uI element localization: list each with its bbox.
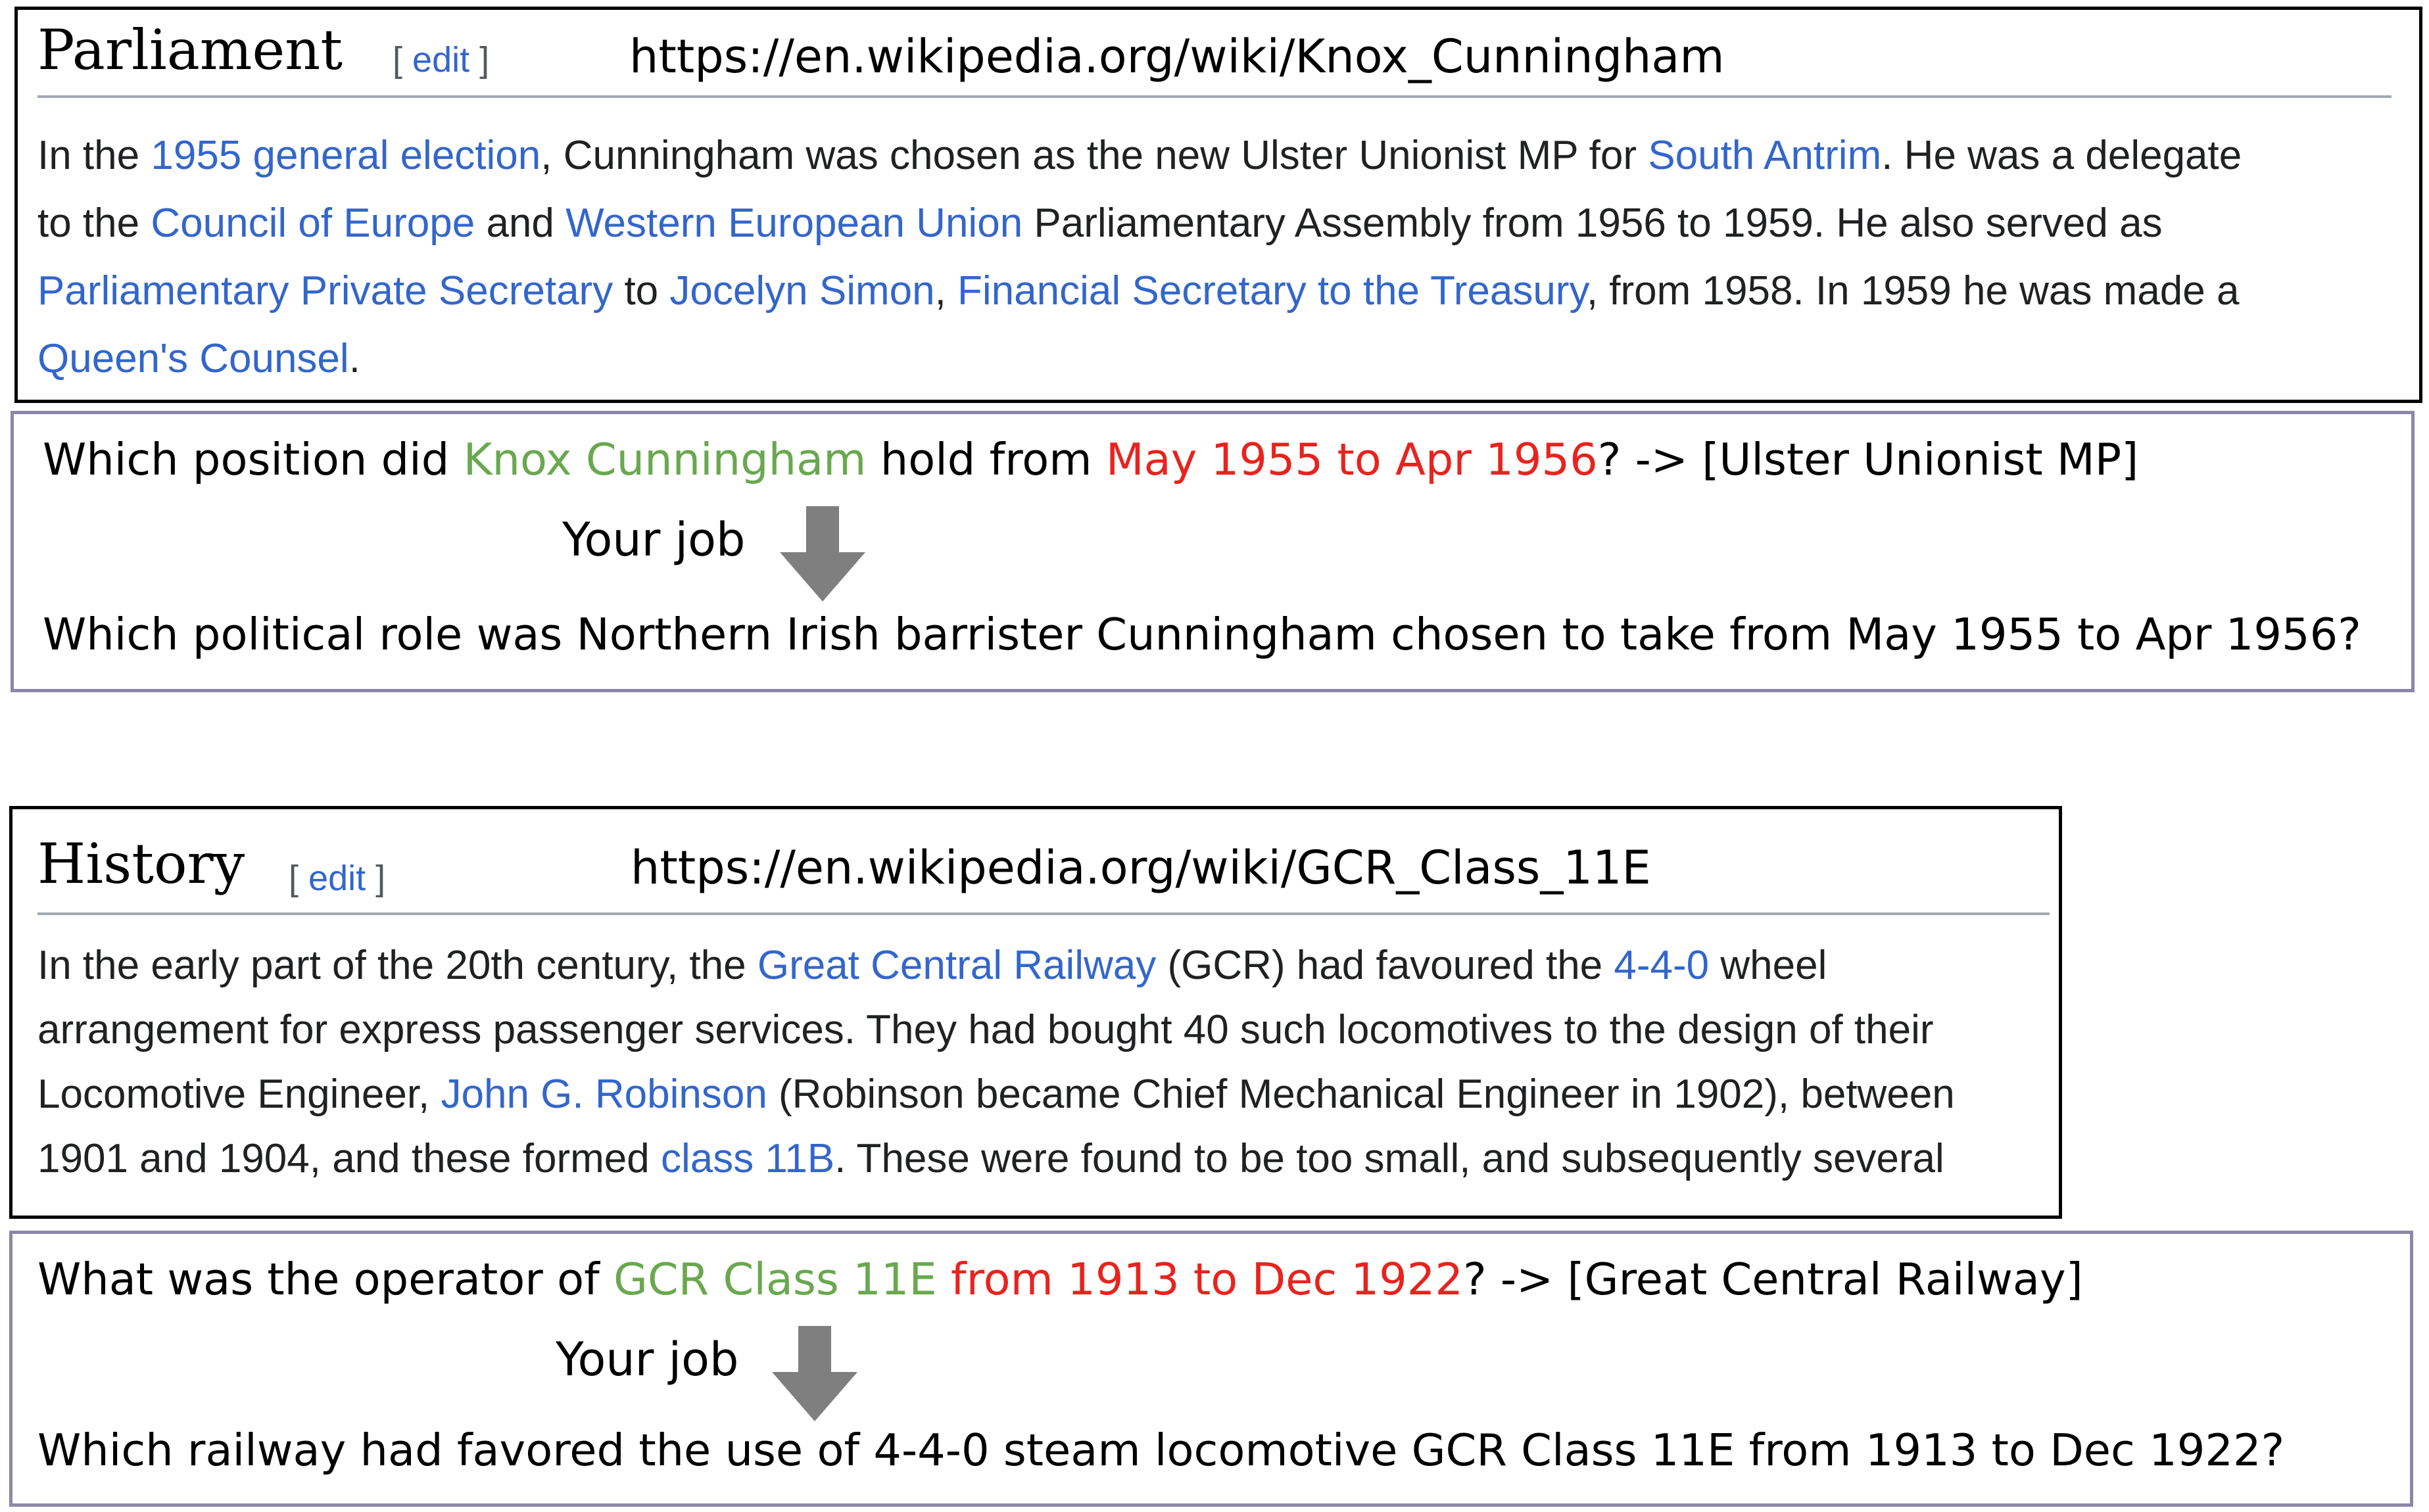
wiki-link[interactable]: Council of Europe — [151, 201, 475, 246]
question-text — [937, 1254, 951, 1305]
passage-text: , from 1958. In 1959 he was made a — [1586, 268, 2240, 314]
passage-text: to the — [37, 201, 151, 246]
original-question: Which position did Knox Cunningham hold … — [43, 434, 2138, 485]
wiki-link[interactable]: South Antrim — [1648, 133, 1882, 178]
passage-line: to the Council of Europe and Western Eur… — [37, 200, 2163, 247]
down-arrow-icon — [772, 1326, 857, 1421]
wiki-link[interactable]: Western European Union — [565, 201, 1023, 246]
passage-line: 1901 and 1904, and these formed class 11… — [37, 1135, 1944, 1182]
wiki-link[interactable]: Great Central Railway — [757, 943, 1157, 988]
passage-text: . He was a delegate — [1881, 133, 2242, 178]
article-url: https://en.wikipedia.org/wiki/GCR_Class_… — [631, 841, 1651, 895]
passage-text: , — [934, 268, 958, 314]
passage-line: Queen's Counsel. — [37, 335, 360, 382]
passage-text: (Robinson became Chief Mechanical Engine… — [767, 1072, 1955, 1117]
passage-line: In the early part of the 20th century, t… — [37, 942, 1827, 989]
passage-text: . — [349, 336, 360, 381]
original-question: What was the operator of GCR Class 11E f… — [37, 1254, 2083, 1305]
section-title: Parliament — [37, 18, 343, 82]
passage-line: Locomotive Engineer, John G. Robinson (R… — [37, 1071, 1955, 1118]
passage-text: In the early part of the 20th century, t… — [37, 943, 758, 988]
wiki-link[interactable]: 4-4-0 — [1614, 943, 1710, 988]
section-divider — [37, 912, 2050, 915]
wiki-link[interactable]: John G. Robinson — [441, 1072, 767, 1117]
wiki-link[interactable]: Jocelyn Simon — [669, 268, 935, 314]
edit-link: [ edit ] — [289, 859, 386, 898]
your-job-label: Your job — [556, 1333, 739, 1386]
wiki-excerpt-panel: Parliament [ edit ] https://en.wikipedia… — [14, 7, 2422, 403]
wiki-link[interactable]: Financial Secretary to the Treasury — [957, 268, 1587, 314]
wiki-link[interactable]: Parliamentary Private Secretary — [37, 268, 613, 314]
wiki-link[interactable]: Queen's Counsel — [37, 336, 349, 381]
passage-text: arrangement for express passenger servic… — [37, 1007, 1934, 1052]
question-rewrite-box: What was the operator of GCR Class 11E f… — [9, 1231, 2413, 1507]
entity-highlight: Knox Cunningham — [463, 434, 867, 485]
passage-text: (GCR) had favoured the — [1156, 943, 1614, 988]
question-text: ? -> [Ulster Unionist MP] — [1597, 434, 2139, 485]
wiki-excerpt-panel: History [ edit ] https://en.wikipedia.or… — [9, 806, 2062, 1219]
passage-text: Parliamentary Assembly from 1956 to 1959… — [1022, 201, 2163, 246]
your-job-label: Your job — [562, 513, 746, 567]
passage-text: . These were found to be too small, and … — [834, 1136, 1944, 1181]
question-text: ? -> [Great Central Railway] — [1463, 1254, 2083, 1305]
passage-line: Parliamentary Private Secretary to Jocel… — [37, 268, 2239, 314]
passage-line: In the 1955 general election, Cunningham… — [37, 132, 2242, 179]
passage-text: In the — [37, 133, 151, 178]
passage-text: and — [475, 201, 566, 246]
time-highlight: from 1913 to Dec 1922 — [951, 1254, 1464, 1305]
passage-text: 1901 and 1904, and these formed — [37, 1136, 661, 1181]
question-text: What was the operator of — [37, 1254, 613, 1305]
wiki-link[interactable]: 1955 general election — [151, 133, 541, 178]
passage-text: , Cunningham was chosen as the new Ulste… — [541, 133, 1648, 178]
section-title: History — [37, 832, 245, 896]
question-text: Which position did — [43, 434, 464, 485]
edit-link-label[interactable]: edit — [412, 40, 470, 80]
rewritten-question: Which railway had favored the use of 4-4… — [37, 1425, 2285, 1476]
passage-text: to — [613, 268, 670, 314]
down-arrow-icon — [780, 506, 865, 602]
passage-line: arrangement for express passenger servic… — [37, 1006, 1933, 1053]
wiki-link[interactable]: class 11B — [660, 1136, 835, 1181]
rewritten-question: Which political role was Northern Irish … — [43, 609, 2361, 660]
edit-link-label[interactable]: edit — [308, 859, 366, 898]
entity-highlight: GCR Class 11E — [613, 1254, 937, 1305]
passage-text: Locomotive Engineer, — [37, 1072, 441, 1117]
passage-text: wheel — [1709, 943, 1827, 988]
question-text: hold from — [866, 434, 1106, 485]
section-divider — [37, 95, 2392, 98]
question-rewrite-box: Which position did Knox Cunningham hold … — [11, 411, 2415, 692]
time-highlight: May 1955 to Apr 1956 — [1105, 434, 1598, 485]
edit-link: [ edit ] — [393, 40, 490, 80]
article-url: https://en.wikipedia.org/wiki/Knox_Cunni… — [629, 30, 1725, 83]
